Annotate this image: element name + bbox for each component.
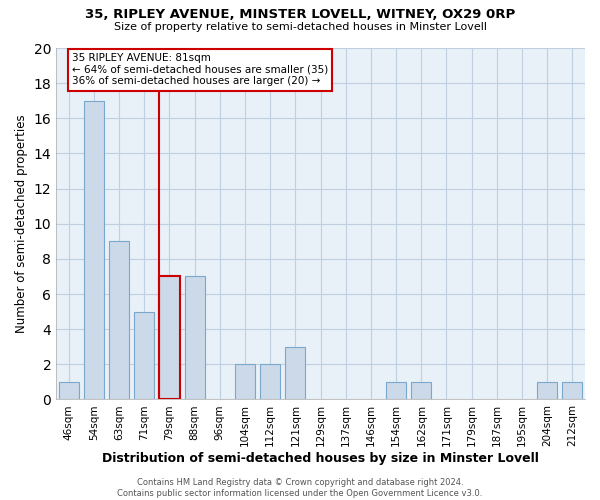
- Bar: [386, 382, 406, 400]
- Bar: [84, 100, 104, 400]
- Text: Size of property relative to semi-detached houses in Minster Lovell: Size of property relative to semi-detach…: [113, 22, 487, 32]
- Bar: [109, 242, 129, 400]
- Bar: [235, 364, 255, 400]
- Bar: [562, 382, 583, 400]
- Bar: [160, 276, 179, 400]
- Y-axis label: Number of semi-detached properties: Number of semi-detached properties: [15, 114, 28, 333]
- Bar: [537, 382, 557, 400]
- Text: 35 RIPLEY AVENUE: 81sqm
← 64% of semi-detached houses are smaller (35)
36% of se: 35 RIPLEY AVENUE: 81sqm ← 64% of semi-de…: [72, 54, 328, 86]
- Bar: [286, 346, 305, 400]
- Bar: [411, 382, 431, 400]
- Bar: [185, 276, 205, 400]
- X-axis label: Distribution of semi-detached houses by size in Minster Lovell: Distribution of semi-detached houses by …: [102, 452, 539, 465]
- Bar: [59, 382, 79, 400]
- Bar: [134, 312, 154, 400]
- Text: Contains HM Land Registry data © Crown copyright and database right 2024.
Contai: Contains HM Land Registry data © Crown c…: [118, 478, 482, 498]
- Text: 35, RIPLEY AVENUE, MINSTER LOVELL, WITNEY, OX29 0RP: 35, RIPLEY AVENUE, MINSTER LOVELL, WITNE…: [85, 8, 515, 20]
- Bar: [260, 364, 280, 400]
